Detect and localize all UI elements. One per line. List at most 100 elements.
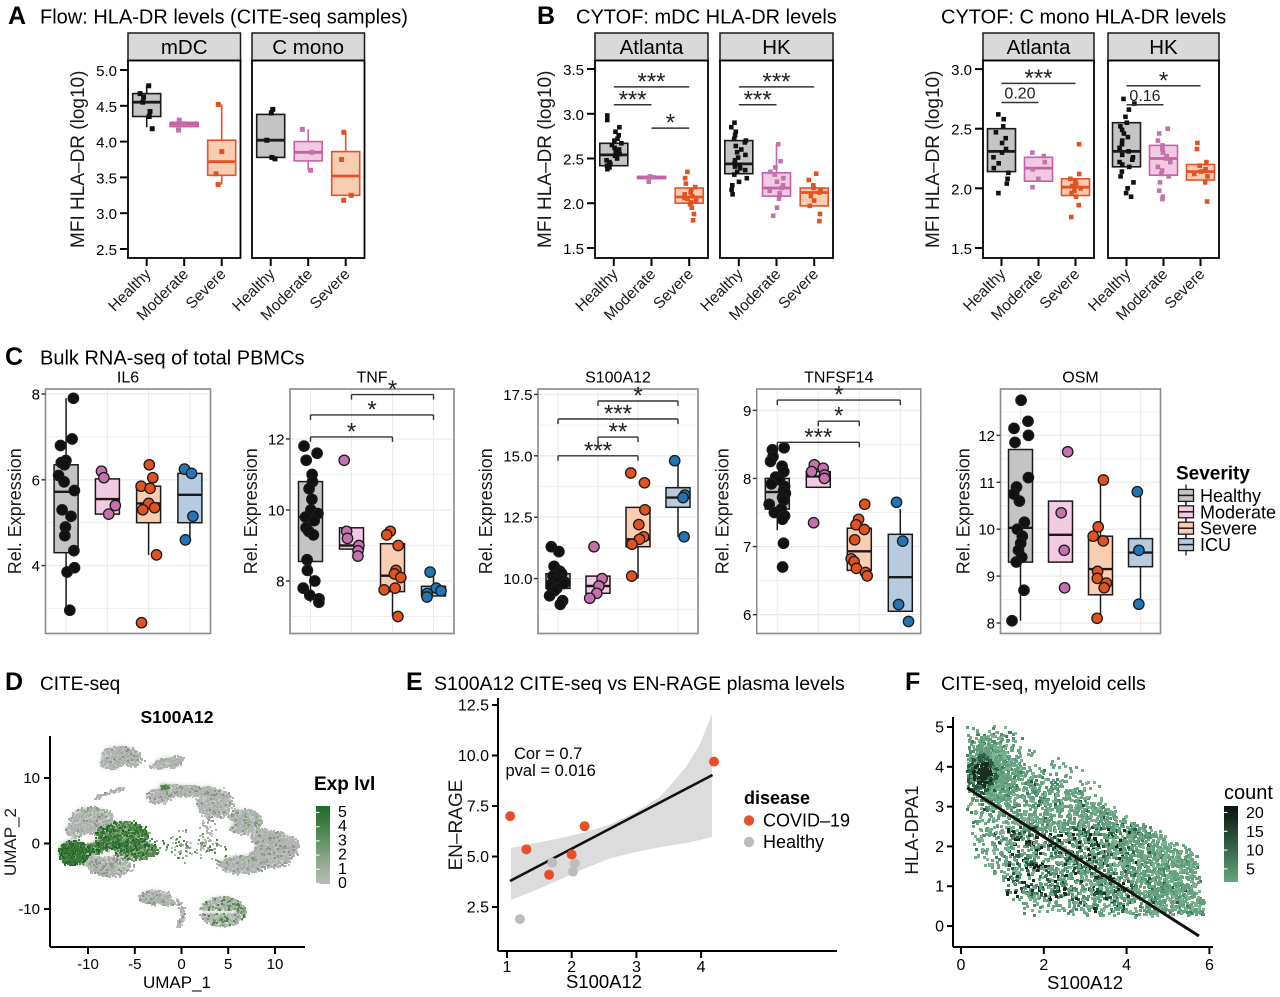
svg-text:EN–RAGE: EN–RAGE: [446, 780, 467, 871]
svg-text:1: 1: [338, 861, 347, 878]
svg-text:Exp lvl: Exp lvl: [314, 774, 375, 795]
svg-text:5: 5: [1246, 861, 1255, 878]
svg-text:count: count: [1224, 782, 1273, 804]
svg-text:-10: -10: [77, 956, 99, 973]
svg-text:Rel. Expression: Rel. Expression: [5, 448, 25, 574]
svg-text:UMAP_1: UMAP_1: [143, 973, 211, 992]
svg-text:*: *: [1159, 67, 1168, 94]
svg-text:S100A12: S100A12: [585, 370, 651, 387]
svg-text:7.5: 7.5: [467, 799, 489, 816]
svg-text:Severity: Severity: [1176, 464, 1250, 485]
svg-text:6: 6: [32, 472, 40, 489]
svg-text:3.5: 3.5: [96, 170, 117, 187]
svg-text:10: 10: [268, 503, 285, 520]
svg-text:Atlanta: Atlanta: [620, 36, 684, 59]
svg-text:Rel. Expression: Rel. Expression: [713, 448, 733, 574]
svg-text:UMAP_2: UMAP_2: [1, 808, 20, 876]
svg-text:1: 1: [935, 879, 944, 896]
svg-text:2.5: 2.5: [563, 152, 584, 169]
svg-text:*: *: [834, 403, 843, 430]
svg-text:0: 0: [338, 875, 347, 892]
svg-text:9: 9: [743, 403, 751, 420]
svg-text:E: E: [406, 668, 423, 696]
svg-text:Rel. Expression: Rel. Expression: [241, 448, 261, 574]
svg-text:TNFSF14: TNFSF14: [804, 370, 873, 387]
svg-text:disease: disease: [744, 788, 810, 808]
svg-text:Rel. Expression: Rel. Expression: [953, 448, 973, 574]
svg-text:*: *: [633, 383, 642, 410]
svg-text:***: ***: [762, 68, 790, 95]
svg-text:HK: HK: [1149, 36, 1178, 59]
svg-text:17.5: 17.5: [503, 387, 532, 404]
svg-text:12: 12: [268, 432, 285, 449]
svg-text:S100A12: S100A12: [141, 707, 214, 727]
svg-text:CITE-seq: CITE-seq: [40, 674, 120, 695]
svg-text:COVID–19: COVID–19: [763, 811, 850, 831]
svg-text:0: 0: [32, 836, 40, 853]
svg-text:HK: HK: [762, 36, 791, 59]
svg-text:8: 8: [32, 387, 40, 404]
svg-text:Moderate: Moderate: [1200, 502, 1276, 522]
svg-text:0.16: 0.16: [1129, 88, 1160, 105]
svg-text:4.5: 4.5: [96, 99, 117, 116]
svg-text:CITE-seq, myeloid cells: CITE-seq, myeloid cells: [941, 673, 1146, 695]
svg-text:-5: -5: [128, 956, 141, 973]
svg-text:S100A12: S100A12: [1047, 972, 1123, 992]
svg-text:S100A12: S100A12: [566, 971, 642, 992]
svg-text:Flow: HLA-DR levels (CITE-seq: Flow: HLA-DR levels (CITE-seq samples): [40, 7, 408, 29]
svg-text:3.0: 3.0: [951, 62, 972, 79]
svg-text:10: 10: [267, 956, 284, 973]
svg-text:6: 6: [743, 607, 751, 624]
svg-text:A: A: [8, 2, 26, 30]
svg-text:*: *: [347, 418, 356, 445]
svg-text:5.0: 5.0: [467, 849, 489, 866]
svg-text:2: 2: [935, 839, 944, 856]
svg-text:3: 3: [935, 799, 944, 816]
svg-text:5: 5: [338, 804, 347, 821]
svg-text:5: 5: [935, 720, 944, 737]
svg-text:MFI HLA–DR (log10): MFI HLA–DR (log10): [535, 71, 556, 248]
svg-text:MFI HLA–DR (log10): MFI HLA–DR (log10): [68, 71, 89, 248]
svg-text:0: 0: [935, 919, 944, 936]
svg-text:***: ***: [1024, 65, 1052, 92]
svg-text:10: 10: [1246, 843, 1264, 860]
svg-text:*: *: [834, 382, 843, 409]
svg-text:***: ***: [804, 424, 832, 451]
svg-text:0.20: 0.20: [1004, 86, 1035, 103]
svg-text:12.5: 12.5: [503, 510, 532, 527]
svg-text:2.5: 2.5: [96, 242, 117, 259]
svg-text:TNF: TNF: [356, 370, 387, 387]
svg-text:Healthy: Healthy: [763, 832, 824, 852]
svg-text:2: 2: [338, 847, 347, 864]
svg-text:Severe: Severe: [1200, 519, 1257, 539]
svg-text:2.5: 2.5: [467, 900, 489, 917]
svg-text:Healthy: Healthy: [1200, 486, 1261, 506]
svg-text:2.0: 2.0: [951, 181, 972, 198]
svg-text:Cor = 0.7: Cor = 0.7: [514, 745, 582, 763]
svg-text:4: 4: [935, 759, 944, 776]
svg-text:*: *: [388, 376, 397, 403]
svg-text:Bulk RNA-seq of total PBMCs: Bulk RNA-seq of total PBMCs: [40, 348, 305, 370]
svg-text:D: D: [5, 668, 23, 696]
svg-text:2: 2: [567, 959, 576, 976]
svg-text:*: *: [367, 396, 376, 423]
svg-text:9: 9: [987, 569, 995, 586]
svg-text:20: 20: [1246, 805, 1264, 822]
svg-text:15.0: 15.0: [503, 448, 532, 465]
svg-text:10: 10: [978, 522, 995, 539]
svg-text:C mono: C mono: [272, 36, 344, 59]
svg-text:CYTOF: mDC HLA-DR levels: CYTOF: mDC HLA-DR levels: [576, 7, 837, 29]
svg-text:4.0: 4.0: [96, 135, 117, 152]
svg-text:pval = 0.016: pval = 0.016: [506, 762, 596, 780]
svg-text:0: 0: [957, 957, 966, 974]
svg-text:3: 3: [338, 832, 347, 849]
svg-text:4: 4: [338, 818, 347, 835]
svg-text:12: 12: [978, 428, 995, 445]
svg-text:15: 15: [1246, 824, 1264, 841]
svg-text:Atlanta: Atlanta: [1007, 36, 1071, 59]
svg-text:Rel. Expression: Rel. Expression: [476, 448, 496, 574]
svg-text:***: ***: [637, 68, 665, 95]
svg-text:10.0: 10.0: [503, 571, 532, 588]
svg-text:7: 7: [743, 539, 751, 556]
svg-text:S100A12 CITE-seq vs EN-RAGE pl: S100A12 CITE-seq vs EN-RAGE plasma level…: [434, 673, 845, 695]
